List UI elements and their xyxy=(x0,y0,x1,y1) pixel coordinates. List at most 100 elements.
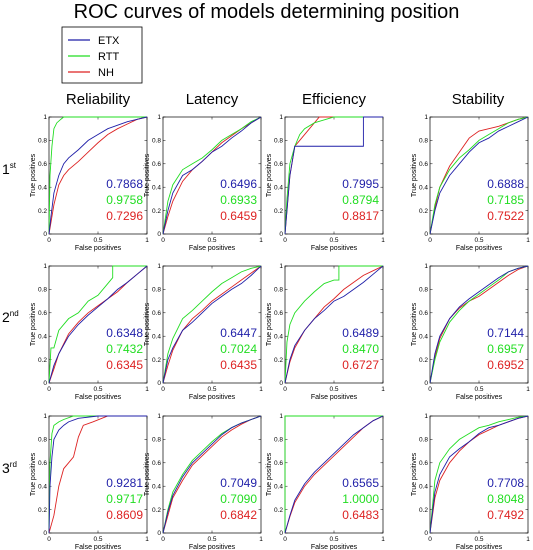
panel-2nd-stability-line-etx xyxy=(429,265,529,384)
panel-2nd-latency-ytick-label: 0.4 xyxy=(152,333,161,340)
panel-1st-latency-ytick-label: 0.6 xyxy=(152,161,161,168)
panel-2nd-efficiency-auc-rtt: 0.8470 xyxy=(342,342,379,356)
panel-3rd-reliability-line-nh xyxy=(48,415,147,534)
panel-2nd-latency-xtick-label: 0 xyxy=(161,386,165,393)
row-header-1st-sup: st xyxy=(10,161,17,170)
panel-1st-efficiency: 0 0.2 0.4 0.6 0.8 1 0 0.5 1 False positives True p… xyxy=(266,114,385,252)
panel-2nd-reliability-xlabel: False positives xyxy=(75,394,122,401)
panel-1st-reliability-ytick-label: 0.8 xyxy=(38,138,47,145)
panel-1st-efficiency-xtick-label: 1 xyxy=(381,237,385,244)
panel-1st-latency-line-etx xyxy=(162,116,262,235)
panel-2nd-latency-xlabel: False positives xyxy=(189,394,236,401)
panel-3rd-reliability-auc-nh: 0.8609 xyxy=(106,508,143,522)
panel-3rd-stability-ytick-label: 0.2 xyxy=(419,507,428,514)
panel-3rd-efficiency-ylabel: True positives xyxy=(266,452,273,496)
panel-1st-reliability-xtick-label: 1 xyxy=(145,237,149,244)
panel-2nd-latency-ytick-label: 0 xyxy=(157,380,161,387)
panel-3rd-latency-ytick-label: 0.8 xyxy=(152,437,161,444)
panel-1st-efficiency-auc-nh: 0.8817 xyxy=(342,209,379,223)
panel-2nd-latency-ytick-label: 0.2 xyxy=(152,357,161,364)
roc-panels: 0 0.2 0.4 0.6 0.8 1 0 0.5 1 False positives True p… xyxy=(30,114,530,550)
panel-3rd-latency-ytick-label: 0.2 xyxy=(152,507,161,514)
panel-3rd-reliability-line-etx xyxy=(48,415,147,534)
panel-2nd-latency-line-nh xyxy=(162,265,262,384)
panel-2nd-latency-xtick-label: 1 xyxy=(259,386,263,393)
panel-1st-reliability-auc-rtt: 0.9758 xyxy=(106,193,143,207)
panel-3rd-latency-xtick-label: 0 xyxy=(161,536,165,543)
column-header-latency: Latency xyxy=(186,91,239,108)
panel-3rd-efficiency-auc-nh: 0.6483 xyxy=(342,508,379,522)
figure-title: ROC curves of models determining positio… xyxy=(74,1,460,23)
panel-1st-stability-auc-rtt: 0.7185 xyxy=(487,193,524,207)
panel-2nd-latency-ytick-label: 1 xyxy=(157,263,161,270)
panel-1st-latency-ytick-label: 0.8 xyxy=(152,138,161,145)
panel-3rd-stability-line-rtt xyxy=(429,415,529,534)
panel-2nd-stability-ylabel: True positives xyxy=(411,302,418,346)
panel-1st-reliability-ylabel: True positives xyxy=(30,153,37,197)
panel-2nd-latency-auc-rtt: 0.7024 xyxy=(220,342,257,356)
panel-2nd-efficiency-line-etx xyxy=(284,265,384,384)
panel-3rd-latency-ylabel: True positives xyxy=(144,452,151,496)
panel-2nd-reliability: 0 0.2 0.4 0.6 0.8 1 0 0.5 1 False positives True p… xyxy=(30,263,149,401)
panel-1st-reliability-line-nh xyxy=(48,116,148,235)
panel-2nd-reliability-ylabel: True positives xyxy=(30,302,37,346)
panel-3rd-reliability-ytick-label: 0 xyxy=(43,530,47,537)
panel-2nd-stability-xlabel: False positives xyxy=(456,394,503,401)
panel-2nd-stability-xtick-label: 0 xyxy=(428,386,432,393)
panel-3rd-efficiency-xtick-label: 1 xyxy=(381,536,385,543)
panel-2nd-stability: 0 0.2 0.4 0.6 0.8 1 0 0.5 1 False positives True p… xyxy=(411,263,530,401)
panel-2nd-efficiency-xtick-label: 0.5 xyxy=(329,386,338,393)
panel-3rd-stability-xtick-label: 0 xyxy=(428,536,432,543)
panel-1st-latency-auc-nh: 0.6459 xyxy=(220,209,257,223)
panel-1st-stability-xtick-label: 1 xyxy=(526,237,530,244)
panel-1st-efficiency-line-etx xyxy=(284,116,383,235)
panel-2nd-efficiency-xtick-label: 1 xyxy=(381,386,385,393)
panel-2nd-reliability-ytick-label: 0.8 xyxy=(38,287,47,294)
panel-2nd-efficiency-xtick-label: 0 xyxy=(283,386,287,393)
panel-3rd-stability-xtick-label: 1 xyxy=(526,536,530,543)
row-header-3rd-sup: rd xyxy=(10,460,17,469)
panel-3rd-reliability-auc-rtt: 0.9717 xyxy=(106,492,143,506)
panel-2nd-efficiency-ytick-label: 0.4 xyxy=(274,333,283,340)
panel-3rd-latency-ytick-label: 0.4 xyxy=(152,483,161,490)
panel-1st-stability-auc-nh: 0.7522 xyxy=(487,209,524,223)
column-header-reliability: Reliability xyxy=(66,91,131,108)
panel-1st-stability: 0 0.2 0.4 0.6 0.8 1 0 0.5 1 False positives True p… xyxy=(411,114,530,252)
panel-3rd-reliability-line-rtt xyxy=(48,415,147,534)
panel-1st-reliability-xtick-label: 0 xyxy=(47,237,51,244)
panel-1st-efficiency-xtick-label: 0.5 xyxy=(329,237,338,244)
panel-1st-latency-auc-rtt: 0.6933 xyxy=(220,193,257,207)
legend-label-etx: ETX xyxy=(98,35,120,47)
panel-3rd-stability-ytick-label: 0.8 xyxy=(419,437,428,444)
panel-2nd-reliability-line-etx xyxy=(48,265,148,384)
panel-2nd-latency-line-etx xyxy=(162,265,262,384)
panel-2nd-stability-ytick-label: 0.6 xyxy=(419,310,428,317)
panel-1st-efficiency-ytick-label: 0 xyxy=(279,231,283,238)
panel-3rd-latency-auc-nh: 0.6842 xyxy=(220,508,257,522)
panel-3rd-latency-auc-etx: 0.7049 xyxy=(220,476,257,490)
panel-2nd-stability-ytick-label: 0.4 xyxy=(419,333,428,340)
panel-3rd-reliability-ytick-label: 0.2 xyxy=(38,507,47,514)
panel-3rd-reliability-xtick-label: 0.5 xyxy=(93,536,102,543)
panel-3rd-stability-frame xyxy=(429,415,529,534)
panel-2nd-reliability-ytick-label: 0 xyxy=(43,380,47,387)
panel-3rd-efficiency-ytick-label: 0.4 xyxy=(274,483,283,490)
panel-3rd-latency-xlabel: False positives xyxy=(189,544,236,550)
panel-2nd-stability-ytick-label: 1 xyxy=(424,263,428,270)
panel-2nd-efficiency-ytick-label: 1 xyxy=(279,263,283,270)
panel-1st-stability-auc-etx: 0.6888 xyxy=(487,177,524,191)
panel-1st-stability-line-rtt xyxy=(429,116,529,235)
panel-2nd-reliability-ytick-label: 0.4 xyxy=(38,333,47,340)
row-header-2nd: 2nd xyxy=(2,309,19,325)
panel-2nd-reliability-xtick-label: 0.5 xyxy=(93,386,102,393)
legend-label-rtt: RTT xyxy=(98,51,119,63)
panel-3rd-efficiency-line-etx xyxy=(284,415,384,534)
panel-1st-stability-xlabel: False positives xyxy=(456,245,503,252)
panel-2nd-stability-auc-nh: 0.6952 xyxy=(487,358,524,372)
panel-2nd-stability-auc-etx: 0.7144 xyxy=(487,326,524,340)
panel-1st-efficiency-auc-rtt: 0.8794 xyxy=(342,193,379,207)
panel-2nd-efficiency-ylabel: True positives xyxy=(266,302,273,346)
panel-2nd-reliability-ytick-label: 0.6 xyxy=(38,310,47,317)
panel-2nd-reliability-ytick-label: 1 xyxy=(43,263,47,270)
